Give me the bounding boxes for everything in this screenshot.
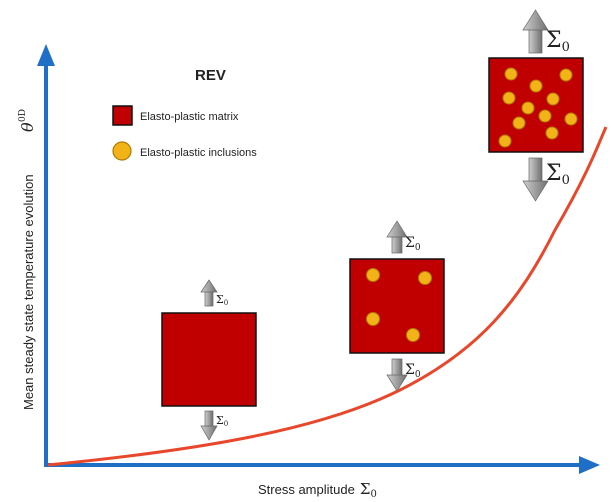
rev-small-up-arrow-icon [200, 279, 218, 307]
rev-small-bottom-load-label: Σ0 [216, 414, 228, 428]
rev-large-top-load-label: Σ0 [546, 28, 570, 55]
rev-large-bottom-load-label: Σ0 [546, 161, 570, 188]
y-axis-label-group: Mean steady state temperature evolution … [18, 109, 37, 410]
rev-small-down-arrow-icon [200, 410, 218, 441]
rev-medium-bottom-load-label: Σ0 [405, 362, 421, 380]
x-axis-label: Stress amplitude Σ0 [258, 480, 377, 500]
rev-large: Σ0 Σ0 [488, 9, 584, 202]
inclusion [498, 134, 512, 148]
y-axis-label: Mean steady state temperature evolution [21, 174, 36, 410]
inclusion [564, 112, 578, 126]
inclusion [538, 109, 552, 123]
inclusion [366, 268, 380, 282]
inclusion [504, 67, 518, 81]
inclusion [521, 101, 535, 115]
inclusion [529, 79, 543, 93]
inclusion [502, 91, 516, 105]
rev-large-down-arrow-icon [522, 157, 549, 202]
rev-medium: Σ0 Σ0 [349, 220, 445, 392]
legend: REV Elasto-plastic matrix Elasto-plastic… [112, 67, 257, 161]
rev-small-top-load-label: Σ0 [216, 293, 228, 307]
rev-medium-up-arrow-icon [386, 220, 408, 254]
rev-medium-down-arrow-icon [386, 358, 408, 392]
inclusion [559, 68, 573, 82]
inclusion-legend-label: Elasto-plastic inclusions [140, 147, 257, 159]
inclusion [546, 92, 560, 106]
inclusion-swatch [112, 141, 132, 161]
temperature-curve [47, 126, 608, 467]
rev-small: Σ0 Σ0 [161, 279, 257, 441]
matrix-swatch [112, 105, 133, 126]
legend-title: REV [195, 67, 226, 84]
matrix-legend-label: Elasto-plastic matrix [140, 111, 239, 123]
rev-large-up-arrow-icon [522, 9, 549, 54]
x-axis-arrowhead [579, 456, 600, 474]
rev-small-matrix [161, 312, 257, 407]
inclusion [545, 126, 559, 140]
inclusion [366, 312, 380, 326]
inclusion [406, 328, 420, 342]
y-axis-symbol-superscript: 0D [18, 109, 28, 122]
inclusion [512, 116, 526, 130]
axes [37, 44, 600, 474]
rev-medium-top-load-label: Σ0 [405, 235, 421, 253]
y-axis-symbol: θ [18, 122, 37, 132]
y-axis-arrowhead [37, 44, 55, 66]
inclusion [418, 271, 432, 285]
